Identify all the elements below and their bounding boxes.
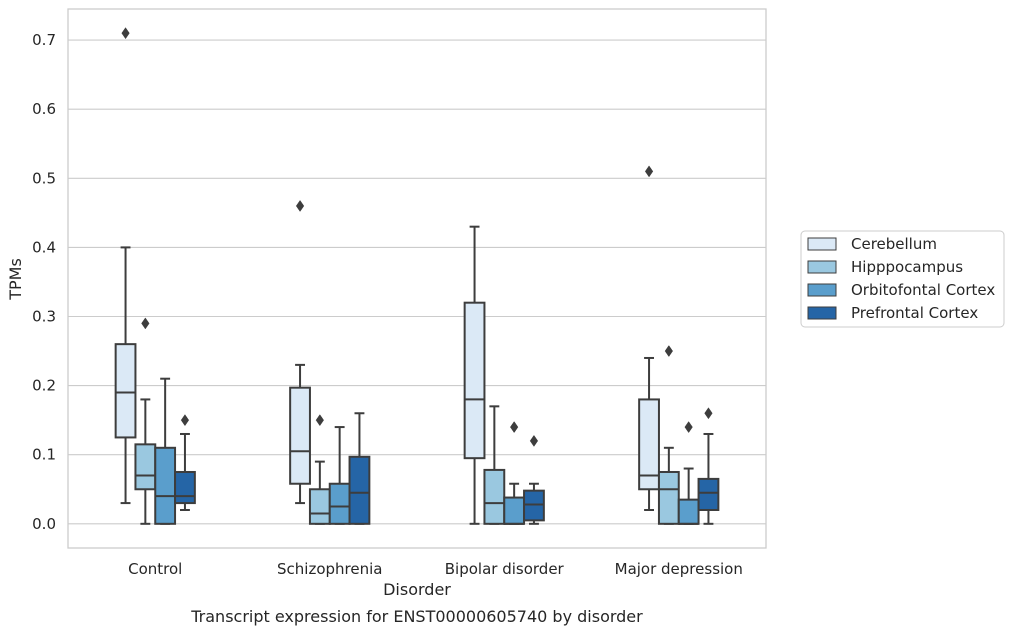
box-2-0: [463, 225, 486, 525]
legend-label: Orbitofontal Cortex: [851, 281, 995, 299]
box-0-3: [174, 414, 196, 511]
box-iqr: [114, 343, 137, 439]
box-2-1: [483, 405, 506, 525]
box-iqr: [348, 455, 371, 525]
box-iqr: [134, 443, 157, 491]
y-tick-label: 0.7: [32, 31, 56, 49]
x-tick-label: Control: [128, 560, 182, 578]
x-tick-labels: Control Schizophrenia Bipolar disorder Majo…: [128, 560, 743, 578]
outlier-point: [141, 317, 150, 330]
box-series: [114, 27, 720, 525]
box-3-0: [638, 165, 660, 511]
box-iqr: [697, 477, 720, 511]
box-iqr: [523, 489, 545, 522]
legend: Cerebellum Hipppocampus Orbitofontal Corte…: [800, 230, 1005, 328]
box-3-3: [697, 407, 720, 525]
y-tick-label: 0.4: [32, 238, 56, 256]
outlier-point: [510, 421, 519, 434]
outlier-point: [529, 434, 539, 447]
box-iqr: [503, 496, 526, 525]
outlier-point: [295, 200, 305, 212]
box-iqr: [677, 498, 700, 525]
x-axis-label: Disorder: [383, 580, 451, 599]
y-tick-label: 0.5: [32, 169, 56, 187]
y-axis-label: TPMs: [6, 258, 25, 301]
legend-swatch: [807, 283, 837, 297]
box-iqr: [289, 386, 311, 485]
box-2-3: [523, 434, 545, 525]
box-1-3: [348, 412, 371, 525]
outlier-point: [315, 414, 324, 427]
box-iqr: [328, 482, 351, 525]
box-3-1: [657, 345, 680, 525]
outlier-point: [180, 414, 190, 427]
legend-swatch: [807, 237, 837, 251]
x-tick-label: Major depression: [615, 560, 743, 578]
box-1-2: [328, 426, 351, 525]
legend-swatch: [807, 260, 837, 274]
y-tick-label: 0.2: [32, 377, 56, 395]
y-tick-label: 0.3: [32, 308, 56, 326]
box-iqr: [638, 398, 660, 491]
legend-label: Cerebellum: [851, 235, 937, 253]
box-1-1: [308, 414, 331, 525]
box-0-2: [154, 377, 177, 525]
box-2-2: [503, 421, 526, 525]
x-tick-label: Bipolar disorder: [445, 560, 565, 578]
y-tick-label: 0.6: [32, 100, 56, 118]
box-0-1: [134, 317, 157, 525]
legend-label: Hipppocampus: [851, 258, 963, 276]
box-iqr: [463, 301, 486, 460]
box-iqr: [483, 468, 506, 525]
outlier-point: [121, 27, 130, 40]
legend-label: Prefrontal Cortex: [851, 304, 978, 322]
box-3-2: [677, 421, 700, 525]
plot-frame: [67, 8, 767, 549]
box-iqr: [174, 470, 196, 505]
legend-frame: [800, 230, 1005, 328]
outlier-point: [644, 165, 654, 178]
chart-caption: Transcript expression for ENST0000060574…: [190, 607, 643, 626]
y-tick-labels: 0.0 0.1 0.2 0.3 0.4 0.5 0.6 0.7: [32, 31, 56, 533]
box-iqr: [308, 488, 331, 525]
outlier-point: [664, 345, 673, 357]
legend-swatch: [807, 306, 837, 320]
box-0-0: [114, 27, 137, 505]
outlier-point: [684, 421, 693, 434]
box-iqr: [154, 446, 177, 525]
outlier-point: [704, 407, 713, 420]
y-tick-label: 0.1: [32, 446, 56, 464]
box-1-0: [289, 200, 311, 505]
box-iqr: [657, 470, 680, 525]
y-tick-label: 0.0: [32, 515, 56, 533]
x-tick-label: Schizophrenia: [277, 560, 382, 578]
